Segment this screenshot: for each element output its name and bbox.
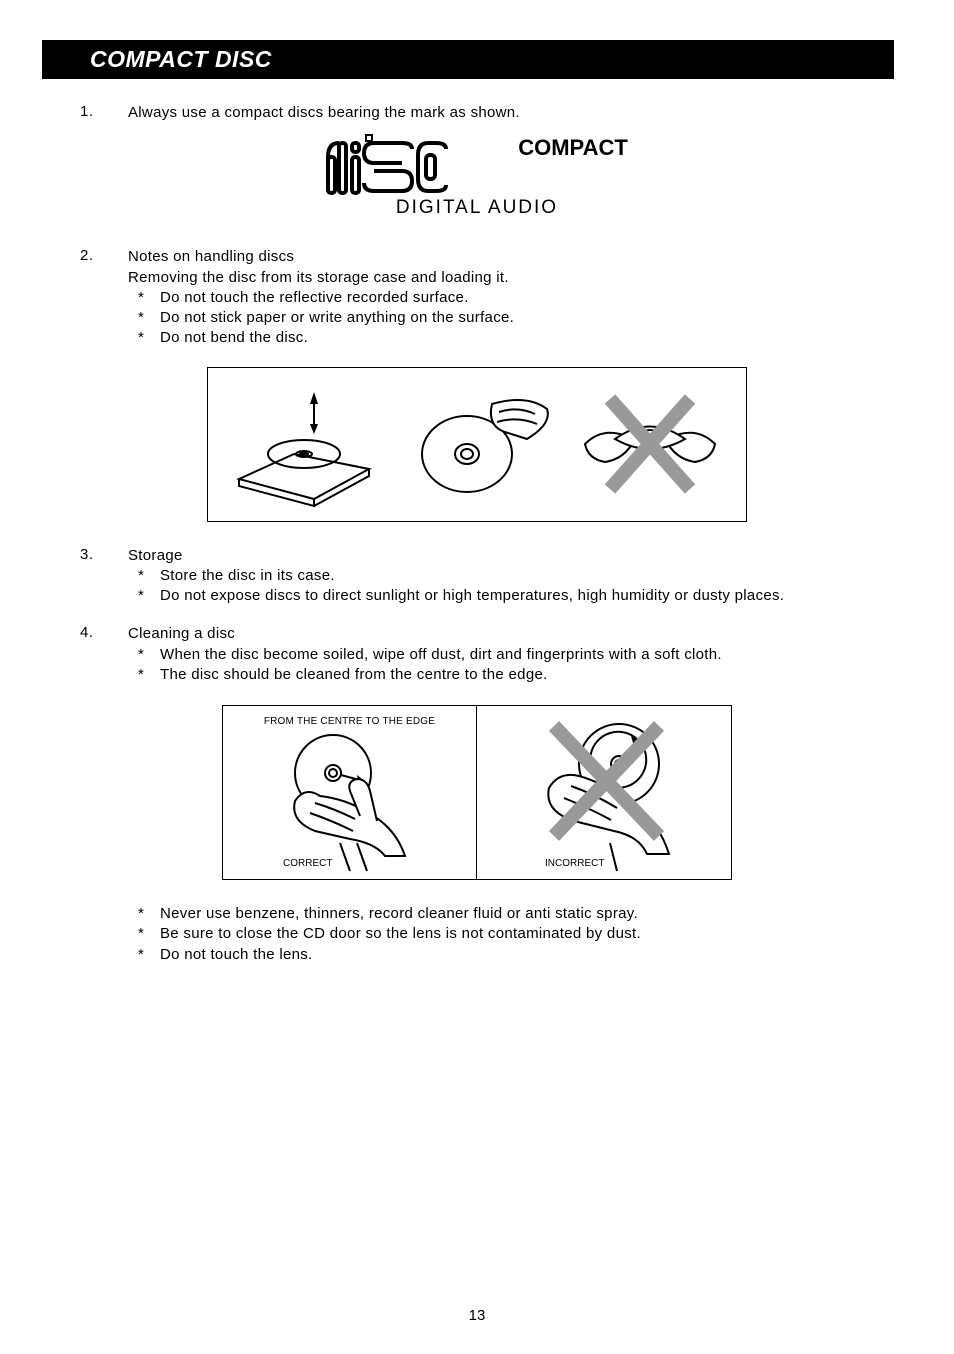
cd-logo-top-text: COMPACT (518, 135, 628, 161)
item-body: *Never use benzene, thinners, record cle… (128, 904, 874, 965)
cleaning-correct-box: FROM THE CENTRE TO THE EDGE (222, 705, 477, 880)
item-number-empty (80, 904, 128, 965)
cleaning-incorrect-icon (509, 716, 699, 866)
item-body: Notes on handling discs Removing the dis… (128, 247, 874, 348)
bullet-star: * (138, 945, 160, 965)
item-lead: Storage (128, 546, 874, 566)
bullet-row: *Do not touch the lens. (138, 945, 874, 965)
item-3: 3. Storage *Store the disc in its case. … (80, 546, 874, 607)
bullets: *Do not touch the reflective recorded su… (128, 288, 874, 349)
item-lead: Cleaning a disc (128, 624, 874, 644)
item-sublead: Removing the disc from its storage case … (128, 268, 874, 288)
bullet-text: Never use benzene, thinners, record clea… (160, 904, 874, 924)
item-body: Cleaning a disc *When the disc become so… (128, 624, 874, 685)
handling-hold-icon (397, 384, 557, 504)
bullet-star: * (138, 586, 160, 606)
cd-logo-bottom-text: DIGITAL AUDIO (396, 197, 558, 219)
section-title: COMPACT DISC (90, 46, 878, 73)
item-number: 2. (80, 247, 128, 348)
item-number: 3. (80, 546, 128, 607)
bullet-text: Do not touch the reflective recorded sur… (160, 288, 874, 308)
cleaning-incorrect-label: INCORRECT (545, 858, 604, 869)
bullet-star: * (138, 904, 160, 924)
cleaning-bottom-lines-icon (605, 843, 635, 873)
cleaning-correct-icon (265, 731, 435, 861)
item-lead: Notes on handling discs (128, 247, 874, 267)
cleaning-top-caption: FROM THE CENTRE TO THE EDGE (264, 716, 435, 727)
bullet-row: *Do not stick paper or write anything on… (138, 308, 874, 328)
item-4: 4. Cleaning a disc *When the disc become… (80, 624, 874, 685)
bullet-row: *Do not bend the disc. (138, 328, 874, 348)
item-body: Storage *Store the disc in its case. *Do… (128, 546, 874, 607)
bullet-row: *Store the disc in its case. (138, 566, 874, 586)
item-2: 2. Notes on handling discs Removing the … (80, 247, 874, 348)
handling-bend-x-icon (580, 384, 720, 504)
bullet-text: When the disc become soiled, wipe off du… (160, 645, 874, 665)
bullet-star: * (138, 566, 160, 586)
bullet-star: * (138, 665, 160, 685)
bullet-row: *When the disc become soiled, wipe off d… (138, 645, 874, 665)
bullet-star: * (138, 645, 160, 665)
cd-logo: COMPACT DIGITAL AUDIO (80, 135, 874, 219)
bullet-text: Be sure to close the CD door so the lens… (160, 924, 874, 944)
cleaning-incorrect-box: INCORRECT (477, 705, 732, 880)
bullet-row: *Do not touch the reflective recorded su… (138, 288, 874, 308)
cleaning-correct-label: CORRECT (283, 858, 332, 869)
bullet-text: The disc should be cleaned from the cent… (160, 665, 874, 685)
bullet-star: * (138, 328, 160, 348)
item-4-cont: *Never use benzene, thinners, record cle… (80, 904, 874, 965)
disc-glyph-icon (326, 135, 466, 195)
cleaning-bottom-lines-icon (335, 843, 375, 873)
bullet-text: Do not bend the disc. (160, 328, 874, 348)
bullet-text: Store the disc in its case. (160, 566, 874, 586)
item-number: 4. (80, 624, 128, 685)
page: COMPACT DISC 1. Always use a compact dis… (0, 0, 954, 1354)
bullet-row: *Be sure to close the CD door so the len… (138, 924, 874, 944)
bullet-star: * (138, 924, 160, 944)
bullet-row: *Never use benzene, thinners, record cle… (138, 904, 874, 924)
item-1: 1. Always use a compact discs bearing th… (80, 103, 874, 123)
item-lead: Always use a compact discs bearing the m… (128, 103, 874, 123)
bullet-star: * (138, 288, 160, 308)
handling-insert-icon (234, 384, 374, 504)
bullet-text: Do not expose discs to direct sunlight o… (160, 586, 874, 606)
item-body: Always use a compact discs bearing the m… (128, 103, 874, 123)
handling-diagram (207, 367, 747, 522)
bullet-text: Do not touch the lens. (160, 945, 874, 965)
item-number: 1. (80, 103, 128, 123)
bullet-text: Do not stick paper or write anything on … (160, 308, 874, 328)
cleaning-diagrams: FROM THE CENTRE TO THE EDGE (80, 705, 874, 880)
bullet-row: *Do not expose discs to direct sunlight … (138, 586, 874, 606)
page-number: 13 (0, 1307, 954, 1324)
bullet-star: * (138, 308, 160, 328)
section-header: COMPACT DISC (42, 40, 894, 79)
bullet-row: *The disc should be cleaned from the cen… (138, 665, 874, 685)
content: 1. Always use a compact discs bearing th… (42, 103, 894, 965)
bullets: *When the disc become soiled, wipe off d… (128, 645, 874, 686)
bullets: *Never use benzene, thinners, record cle… (128, 904, 874, 965)
bullets: *Store the disc in its case. *Do not exp… (128, 566, 874, 607)
